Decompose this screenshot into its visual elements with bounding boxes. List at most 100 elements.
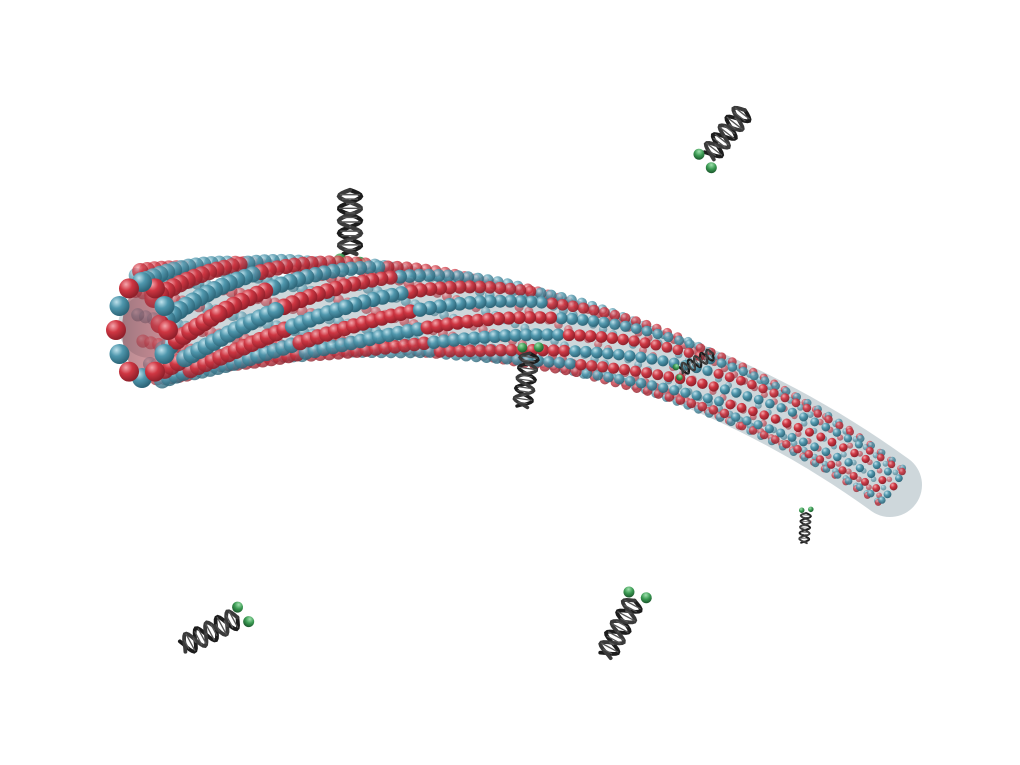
subunit-red (795, 430, 802, 437)
subunit-teal (646, 380, 658, 391)
subunit-red (463, 280, 477, 294)
subunit-teal (601, 347, 614, 360)
subunit-red (586, 360, 598, 372)
subunit-teal (422, 268, 436, 282)
green-bead-icon (533, 342, 544, 353)
dna-helix-icon (672, 348, 715, 381)
subunit-teal (530, 328, 544, 342)
subunit-red (675, 395, 686, 405)
subunit-teal (663, 332, 674, 343)
subunit-red (719, 408, 730, 419)
subunit-teal (719, 384, 730, 395)
attached-helix-group-front (512, 342, 814, 545)
subunit-red (618, 364, 631, 376)
subunit-red (887, 460, 896, 469)
subunit-teal (669, 385, 680, 396)
subunit-teal (591, 346, 603, 359)
subunit-red (804, 427, 815, 437)
subunit-red (876, 467, 883, 474)
subunit-teal (855, 483, 864, 491)
green-bead-icon (693, 148, 705, 160)
subunit-red (876, 453, 885, 462)
subunit-red (839, 443, 848, 452)
subunit-teal (691, 390, 702, 401)
subunit-teal (872, 461, 881, 470)
subunit-teal (432, 269, 445, 282)
subunit-red (523, 311, 537, 324)
subunit-teal (619, 320, 632, 332)
subunit-teal (641, 325, 653, 337)
subunit-teal (821, 447, 831, 457)
subunit-teal (493, 294, 507, 308)
subunit-red (453, 344, 467, 358)
subunit-red (663, 371, 675, 383)
subunit-red (381, 260, 395, 274)
subunit-teal (801, 420, 808, 427)
subunit-teal (714, 396, 724, 407)
subunit-teal (609, 318, 621, 330)
subunit-red (793, 422, 803, 433)
subunit-red (558, 344, 571, 357)
subunit-teal (478, 330, 492, 344)
subunit-red (850, 448, 859, 458)
subunit-red (802, 403, 812, 413)
subunit-teal (883, 490, 892, 499)
subunit-red (793, 444, 802, 454)
subunit-red (596, 361, 609, 373)
subunit-red (502, 311, 516, 325)
subunit-red (575, 358, 587, 371)
subunit-red (595, 331, 608, 343)
subunit-red (481, 312, 495, 327)
green-bead-icon (640, 592, 652, 604)
subunit-teal (731, 387, 742, 398)
subunit-teal (543, 356, 555, 368)
subunit-red (736, 402, 747, 413)
subunit-teal (833, 452, 842, 462)
subunit-red (804, 450, 813, 459)
subunit-red (771, 435, 780, 444)
subunit-red (835, 460, 842, 467)
subunit-teal (564, 357, 576, 370)
subunit-teal (753, 420, 763, 430)
subunit-teal (630, 323, 642, 335)
subunit-teal (624, 350, 636, 362)
subunit-teal (598, 316, 610, 329)
subunit-red (827, 460, 836, 469)
subunit-teal (541, 328, 554, 341)
subunit-teal (821, 422, 831, 432)
subunit-red (493, 281, 507, 295)
subunit-red (886, 476, 893, 483)
subunit-red (533, 311, 547, 324)
subunit-teal (787, 432, 797, 442)
subunit-red (683, 347, 694, 358)
subunit-teal (635, 378, 647, 389)
dna-helix-icon (177, 601, 255, 654)
subunit-teal (587, 315, 600, 327)
subunit-red (748, 406, 758, 417)
subunit-red (898, 467, 906, 476)
subunit-teal (519, 328, 533, 342)
subunit-red (512, 311, 526, 325)
subunit-teal (658, 382, 669, 393)
subunit-red (641, 367, 653, 379)
subunit-teal (576, 313, 589, 326)
subunit-teal (437, 334, 451, 348)
microtubule-icon (106, 253, 922, 517)
subunit-teal (883, 467, 892, 476)
subunit-teal (473, 295, 487, 309)
subunit-teal (488, 329, 502, 344)
subunit-teal (412, 302, 428, 317)
subunit-teal (844, 458, 853, 467)
subunit-teal (867, 489, 875, 498)
green-bead-icon (243, 616, 255, 628)
subunit-teal (109, 296, 130, 316)
subunit-teal (624, 375, 636, 387)
subunit-red (505, 343, 518, 357)
subunit-teal (451, 270, 465, 283)
dna-helix-icon (798, 506, 814, 545)
subunit-red (759, 410, 769, 420)
subunit-teal (535, 287, 547, 299)
subunit-teal (652, 328, 663, 340)
subunit-teal (551, 328, 565, 341)
subunit-teal (461, 271, 475, 284)
